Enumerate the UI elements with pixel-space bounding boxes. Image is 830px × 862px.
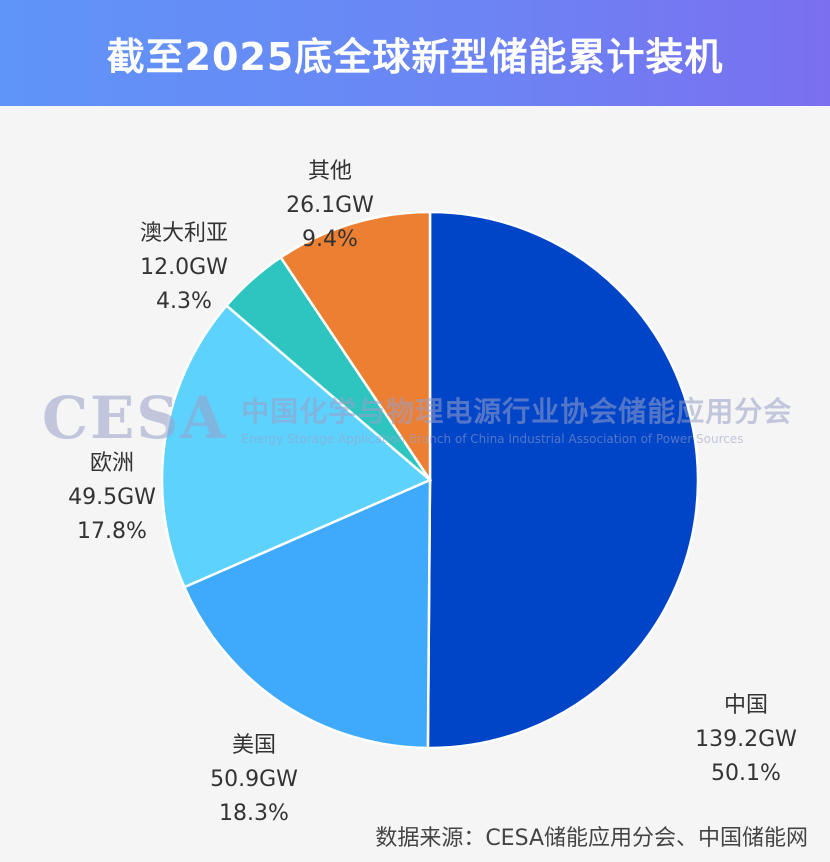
slice-label-4: 其他 26.1GW 9.4%: [286, 155, 374, 257]
watermark-name-en: Energy Storage Application Branch of Chi…: [241, 432, 744, 446]
pie-slice-2: [160, 303, 433, 589]
slice-label-name: 美国: [231, 733, 277, 758]
pie-svg: [160, 210, 700, 750]
watermark: CESA 中国化学与物理电源行业协会储能应用分会 Energy Storage …: [42, 384, 792, 452]
slice-label-3: 澳大利亚 12.0GW 4.3%: [140, 217, 228, 319]
slice-label-value-label: 49.5GW: [68, 485, 156, 510]
slice-label-percent-label: 50.1%: [711, 761, 781, 786]
slice-label-value-label: 139.2GW: [695, 727, 797, 752]
slice-label-name: 其他: [307, 159, 353, 184]
pie-slice-4: [279, 210, 432, 485]
slice-label-percent-label: 17.8%: [77, 519, 147, 544]
slice-label-value-label: 12.0GW: [140, 255, 228, 280]
pie-slice-1: [182, 478, 432, 750]
chart-title: 截至2025底全球新型储能累计装机: [106, 34, 724, 79]
slice-label-0: 中国 139.2GW 50.1%: [695, 689, 797, 791]
slice-label-value-label: 50.9GW: [210, 767, 298, 792]
slice-label-2: 欧洲 49.5GW 17.8%: [68, 447, 156, 549]
slice-label-name: 澳大利亚: [139, 221, 229, 246]
watermark-logo: CESA: [42, 384, 228, 452]
slice-label-percent-label: 4.3%: [156, 289, 212, 314]
slice-label-value-label: 26.1GW: [286, 193, 374, 218]
pie-slice-0: [426, 210, 700, 750]
source-note: 数据来源：CESA储能应用分会、中国储能网: [375, 826, 808, 851]
slice-label-1: 美国 50.9GW 18.3%: [210, 729, 298, 831]
slice-label-percent-label: 18.3%: [219, 801, 289, 826]
slice-label-name: 中国: [723, 693, 769, 718]
slice-label-percent-label: 9.4%: [302, 227, 358, 252]
pie-chart: 中国 139.2GW 50.1% 美国 50.9GW 18.3% 欧洲 49.5GW 17.8%…: [0, 106, 830, 862]
watermark-name-cn: 中国化学与物理电源行业协会储能应用分会: [241, 395, 793, 428]
header-banner: 截至2025底全球新型储能累计装机: [0, 0, 830, 106]
slice-label-name: 欧洲: [89, 451, 135, 476]
